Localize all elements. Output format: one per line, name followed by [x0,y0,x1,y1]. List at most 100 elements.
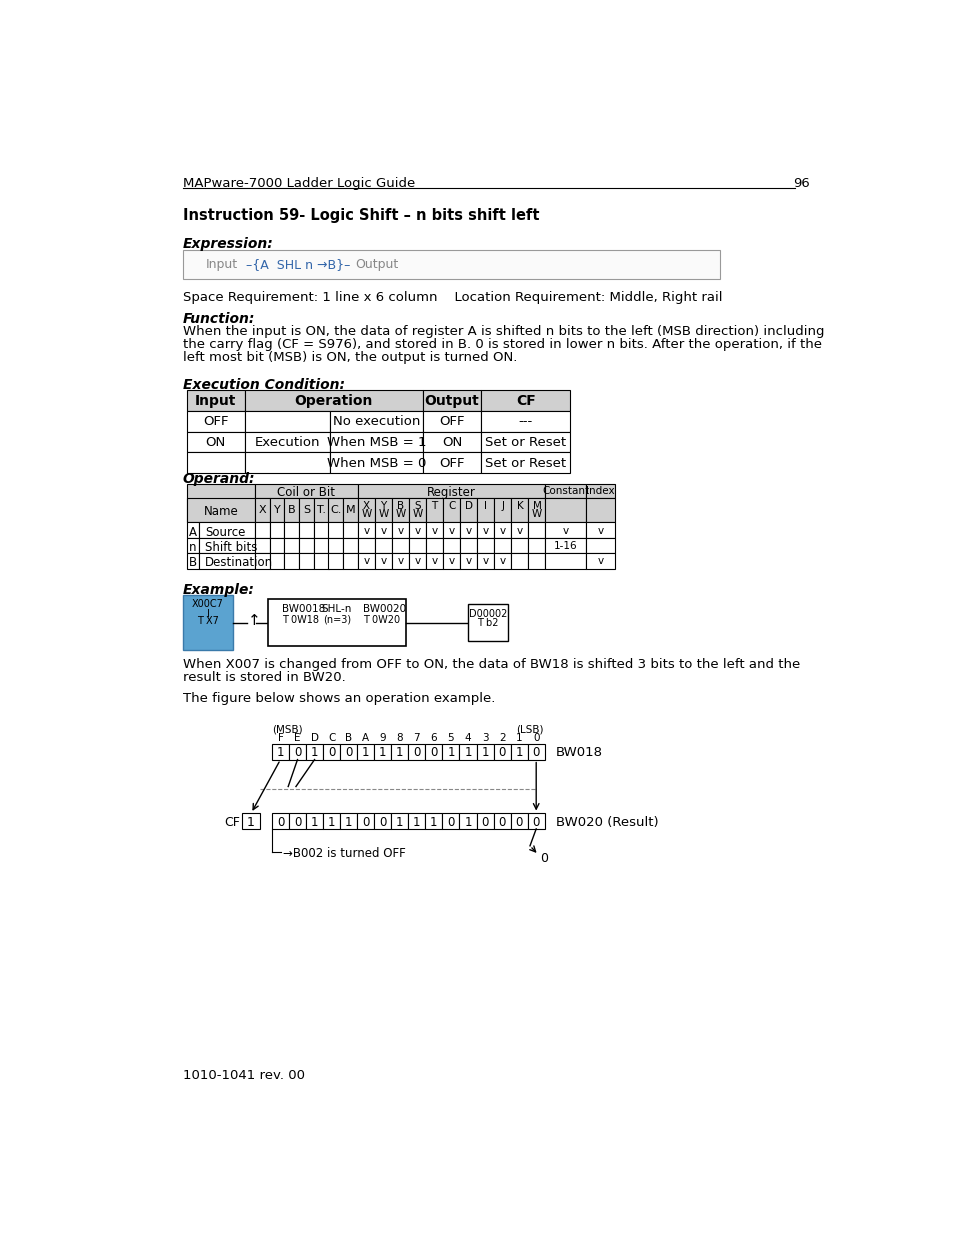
Text: SHL-n: SHL-n [321,604,352,614]
Text: 0: 0 [532,746,539,760]
Bar [298,498,314,522]
Bar [298,553,314,568]
Text: 0: 0 [533,734,538,743]
Text: 0: 0 [481,816,488,829]
Text: C: C [448,501,455,511]
Text: X: X [362,501,370,511]
Bar [357,522,375,537]
Bar [328,498,343,522]
Bar [314,498,328,522]
Text: 1: 1 [361,746,369,760]
Text: 5: 5 [447,734,454,743]
Text: 1: 1 [345,816,352,829]
Bar [443,537,459,553]
Text: E: E [294,734,300,743]
Text: 96: 96 [793,178,809,190]
Text: When X007 is changed from OFF to ON, the data of BW18 is shifted 3 bits to the l: When X007 is changed from OFF to ON, the… [183,658,800,671]
Text: D00002: D00002 [469,609,507,619]
Text: v: v [597,556,603,567]
Text: v: v [448,556,455,567]
Text: ON: ON [441,436,462,450]
Bar [476,745,493,760]
Bar [408,745,425,760]
Bar [459,745,476,760]
Text: OFF: OFF [439,457,464,471]
Text: OFF: OFF [203,415,229,429]
Bar [476,814,493,829]
Bar [343,537,357,553]
Bar [268,599,406,646]
Bar [511,522,528,537]
Text: The figure below shows an operation example.: The figure below shows an operation exam… [183,692,495,705]
Text: T: T [431,501,437,511]
Text: v: v [499,556,505,567]
Bar [187,411,245,431]
Bar [494,522,511,537]
Bar [187,553,199,568]
Text: Input: Input [206,258,238,272]
Bar [330,431,422,452]
Bar [323,814,340,829]
Text: v: v [465,526,472,536]
Bar [298,522,314,537]
Text: v: v [482,526,488,536]
Text: 1: 1 [447,746,455,760]
Bar [375,498,392,522]
Text: 1: 1 [464,816,471,829]
Bar [298,537,314,553]
Bar [187,484,254,522]
Text: v: v [597,526,603,536]
Text: ON: ON [206,436,226,450]
Text: v: v [482,556,488,567]
Bar [443,522,459,537]
Text: W: W [531,509,541,519]
Text: the carry flag (CF = S976), and stored in B. 0 is stored in lower n bits. After : the carry flag (CF = S976), and stored i… [183,338,821,352]
Text: When MSB = 0: When MSB = 0 [327,457,426,471]
Text: Operation: Operation [294,394,373,408]
Text: 7: 7 [413,734,419,743]
Bar [314,553,328,568]
Text: D: D [464,501,473,511]
Bar [187,498,254,522]
Text: B: B [396,501,404,511]
Bar [199,553,254,568]
Text: OFF: OFF [439,415,464,429]
Bar [187,537,199,553]
Text: (n=3): (n=3) [323,615,351,625]
Bar [270,522,284,537]
Bar [356,745,374,760]
Text: result is stored in BW20.: result is stored in BW20. [183,671,345,684]
Text: T X7: T X7 [197,616,218,626]
Bar [422,390,480,411]
Bar [374,745,391,760]
Bar [459,498,476,522]
Text: M: M [345,505,355,515]
Text: 1: 1 [430,816,437,829]
Text: 0: 0 [294,816,301,829]
Text: M: M [532,501,541,511]
Bar [284,537,298,553]
Text: Instruction 59- Logic Shift – n bits shift left: Instruction 59- Logic Shift – n bits shi… [183,209,538,224]
Text: Destination: Destination [205,556,274,569]
Text: Coil or Bit: Coil or Bit [277,487,335,499]
Bar [528,537,545,553]
Bar [480,411,570,431]
Bar [254,537,270,553]
Text: S: S [302,505,310,515]
Bar [409,498,426,522]
Text: (MSB): (MSB) [272,724,302,734]
Bar [254,498,270,522]
Text: B: B [189,556,196,569]
Bar [459,537,476,553]
Text: v: v [380,526,386,536]
Bar [408,814,425,829]
Text: 8: 8 [396,734,403,743]
Text: 0: 0 [378,816,386,829]
Bar [480,431,570,452]
Text: 1: 1 [276,746,284,760]
Text: v: v [431,526,437,536]
Text: 1: 1 [247,816,254,829]
Bar [459,553,476,568]
Text: X: X [258,505,266,515]
Text: 0: 0 [328,746,335,760]
